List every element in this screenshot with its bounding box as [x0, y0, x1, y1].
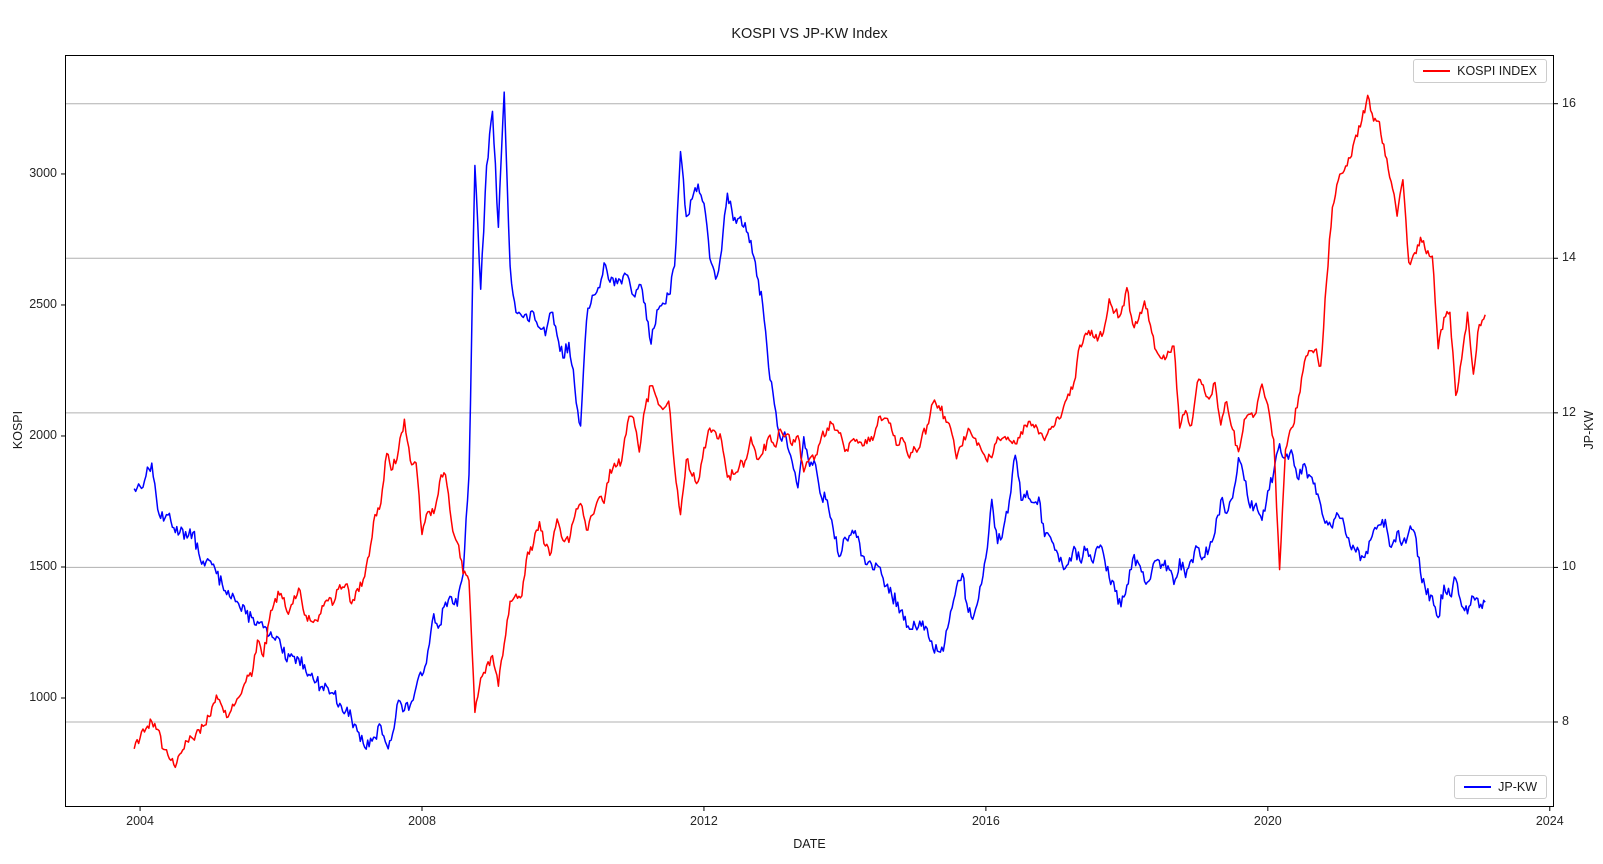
x-axis-label: DATE	[793, 837, 826, 851]
right-y-tick-label: 16	[1562, 95, 1576, 110]
left-y-tick-label: 1000	[29, 689, 57, 704]
legend-kospi: KOSPI INDEX	[1413, 59, 1547, 83]
left-y-tick-label: 2000	[29, 427, 57, 442]
x-tick-label: 2020	[1253, 814, 1282, 828]
left-y-tick-label: 2500	[29, 296, 57, 311]
x-tick-label: 2004	[126, 814, 154, 828]
right-y-tick-label: 14	[1562, 250, 1576, 265]
left-y-tick-label: 3000	[29, 165, 57, 180]
x-tick-label: 2016	[971, 814, 1000, 828]
plot-border	[65, 55, 1554, 807]
right-y-tick-label: 10	[1562, 559, 1576, 574]
left-y-tick-label: 1500	[29, 558, 57, 573]
jpkw-legend-label: JP-KW	[1498, 780, 1537, 794]
right-y-tick-label: 8	[1562, 713, 1569, 728]
x-tick-label: 2024	[1535, 814, 1564, 828]
kospi-series-line	[133, 94, 1486, 769]
right-y-tick-label: 12	[1562, 404, 1576, 419]
x-tick-label: 2008	[408, 814, 436, 828]
kospi-legend-line-sample	[1423, 70, 1451, 72]
x-tick-label: 2012	[690, 814, 718, 828]
jpkw-series-line	[133, 91, 1486, 750]
chart-title: KOSPI VS JP-KW Index	[731, 26, 888, 42]
jpkw-legend-line-sample	[1464, 786, 1492, 788]
legend-jpkw: JP-KW	[1454, 775, 1547, 799]
kospi-legend-label: KOSPI INDEX	[1457, 64, 1537, 78]
